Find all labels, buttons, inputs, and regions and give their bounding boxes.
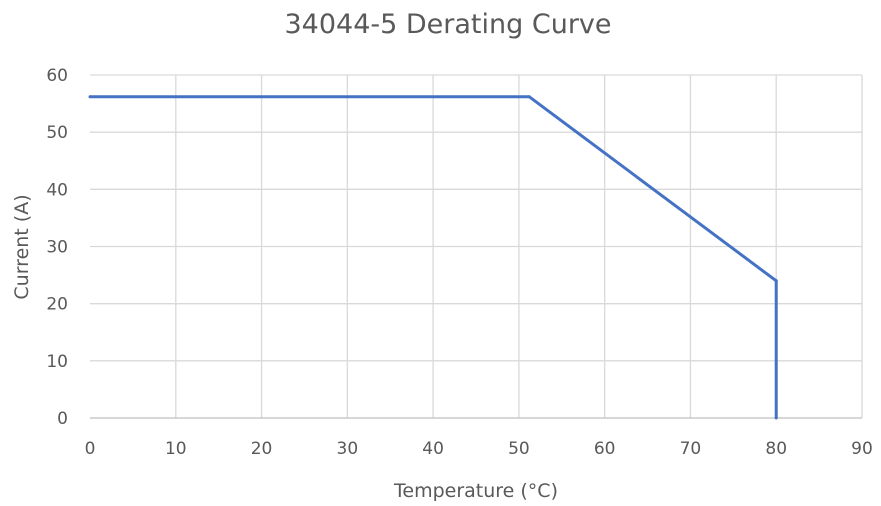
- y-tick-label: 0: [57, 409, 68, 429]
- x-tick-label: 70: [680, 439, 702, 459]
- x-tick-label: 10: [165, 439, 187, 459]
- x-tick-label: 90: [851, 439, 873, 459]
- series-line-0: [90, 95, 778, 418]
- data-point: [774, 416, 778, 420]
- x-tick-label: 80: [765, 439, 787, 459]
- gridlines: [90, 74, 863, 418]
- y-tick-label: 50: [46, 123, 68, 143]
- data-point: [527, 95, 531, 99]
- y-tick-label: 10: [46, 352, 68, 372]
- x-tick-label: 0: [85, 439, 96, 459]
- y-axis-label: Current (A): [11, 194, 33, 299]
- x-axis-label: Temperature (°C): [393, 480, 558, 502]
- y-tick-label: 30: [46, 238, 68, 258]
- data-point: [88, 95, 92, 99]
- x-tick-label: 60: [594, 439, 616, 459]
- y-tick-label: 20: [46, 295, 68, 315]
- y-tick-label: 40: [46, 180, 68, 200]
- x-tick-label: 30: [337, 439, 359, 459]
- x-tick-label: 50: [508, 439, 530, 459]
- tick-labels: 0 10 20 30 40 50 60 70 80 90 0 10 20 30 40 50 60: [46, 66, 872, 459]
- series-layer: [88, 95, 778, 420]
- data-point: [774, 279, 778, 283]
- x-tick-label: 40: [422, 439, 444, 459]
- x-tick-label: 20: [251, 439, 273, 459]
- y-tick-label: 60: [46, 66, 68, 86]
- chart-title: 34044-5 Derating Curve: [284, 9, 611, 40]
